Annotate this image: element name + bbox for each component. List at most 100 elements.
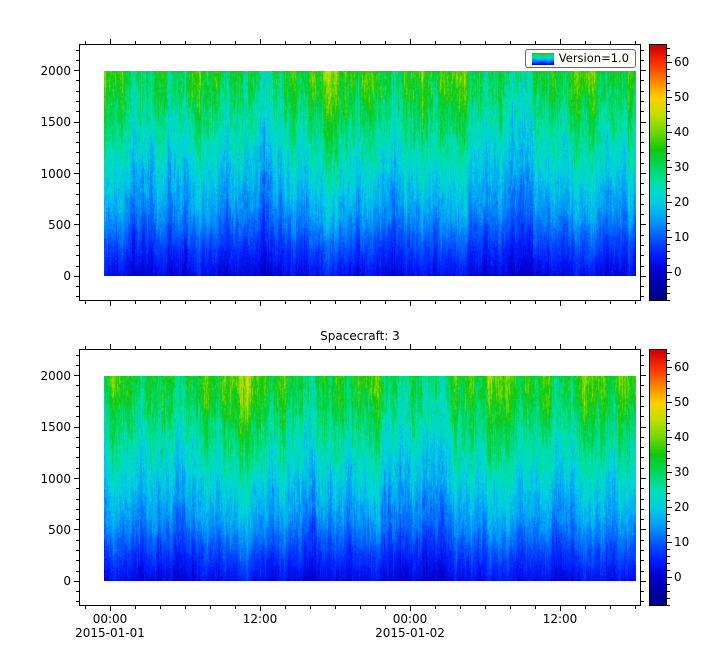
colorbar-minor-tick [667,499,670,501]
y-tick-label: 1500 [40,420,71,435]
colorbar-minor-tick [667,422,670,424]
colorbar-minor-tick [667,243,670,245]
colorbar-minor-tick [667,569,670,571]
x-major-tick [559,301,561,306]
y-minor-tick [641,131,644,133]
y-minor-tick [76,101,79,103]
x-major-tick [409,301,411,306]
legend-label: Version=1.0 [558,51,629,65]
y-minor-tick [641,162,644,164]
y-major-tick [641,224,646,226]
y-minor-tick [641,467,644,469]
y-minor-tick [76,234,79,236]
y-minor-tick [76,245,79,246]
y-minor-tick [76,59,79,61]
y-minor-tick [641,539,644,541]
colorbar-minor-tick [667,215,670,217]
colorbar-minor-tick [667,408,670,410]
colorbar-minor-tick [667,145,670,147]
y-major-tick [641,70,646,72]
x-minor-tick [509,41,511,44]
x-tick-label: 12:00 [242,612,278,626]
colorbar-minor-tick [667,75,670,77]
x-minor-tick [584,606,586,609]
y-minor-tick [641,560,644,562]
y-minor-tick [641,296,644,298]
y-minor-tick [641,214,644,216]
colorbar-minor-tick [667,485,670,487]
x-minor-tick [634,606,636,609]
x-minor-tick [334,301,336,304]
x-minor-tick [209,41,211,44]
x-minor-tick [609,301,611,304]
x-minor-tick [209,346,211,349]
colorbar-minor-tick [667,450,670,452]
colorbar-image-top [650,45,666,300]
x-minor-tick [209,301,211,304]
y-minor-tick [641,406,644,408]
x-minor-tick [434,301,436,304]
x-minor-tick [534,41,536,44]
y-minor-tick [76,447,79,449]
y-major-tick [641,275,646,277]
colorbar-major-tick [667,401,672,403]
x-major-tick [259,301,261,306]
colorbar-minor-tick [667,257,670,259]
y-minor-tick [76,80,79,82]
colorbar-minor-tick [667,457,670,459]
y-tick-label: 2000 [40,63,71,78]
y-minor-tick [641,570,644,572]
x-minor-tick [359,41,361,44]
colorbar-major-tick [667,366,672,368]
x-major-tick [409,606,411,611]
x-major-tick [559,606,561,611]
colorbar-tick-label: 50 [674,395,690,410]
x-major-tick [259,344,261,349]
colorbar-minor-tick [667,583,670,585]
x-minor-tick [634,41,636,44]
colorbar-major-tick [667,436,672,438]
y-tick-label: 0 [63,269,71,284]
x-minor-tick [309,41,311,44]
x-tick-label: 12:00 [542,612,578,626]
colorbar-major-tick [667,271,672,273]
x-minor-tick [459,346,461,349]
y-minor-tick [641,193,644,195]
x-minor-tick [609,346,611,349]
colorbar-minor-tick [667,520,670,522]
colorbar-minor-tick [667,152,670,154]
y-minor-tick [641,601,644,603]
colorbar-minor-tick [667,597,670,599]
colorbar-minor-tick [667,68,670,70]
colorbar-minor-tick [667,555,670,557]
x-minor-tick [459,301,461,304]
y-minor-tick [641,508,644,510]
y-minor-tick [641,90,644,92]
y-minor-tick [76,214,79,216]
x-minor-tick [159,301,161,304]
x-minor-tick [484,346,486,349]
y-minor-tick [76,570,79,572]
axes-top-spectrogram: Version=1.0 [74,39,646,306]
y-minor-tick [76,49,79,51]
legend-box[interactable]: Version=1.0 [524,49,636,68]
y-minor-tick [76,286,79,288]
colorbar-minor-tick [667,222,670,224]
y-minor-tick [641,265,644,267]
colorbar-minor-tick [667,429,670,431]
colorbar-minor-tick [667,387,670,389]
y-major-tick [641,580,646,582]
x-minor-tick [534,606,536,609]
spectrogram-image-bottom [104,376,636,581]
y-tick-label: 1000 [40,471,71,486]
y-minor-tick [76,354,79,356]
x-minor-tick [434,346,436,349]
colorbar-minor-tick [667,285,670,287]
y-minor-tick [641,447,644,449]
x-major-tick [109,344,111,349]
x-minor-tick [384,41,386,44]
colorbar-minor-tick [667,82,670,84]
colorbar-minor-tick [667,562,670,564]
x-minor-tick [234,41,236,44]
colorbar-minor-tick [667,373,670,375]
